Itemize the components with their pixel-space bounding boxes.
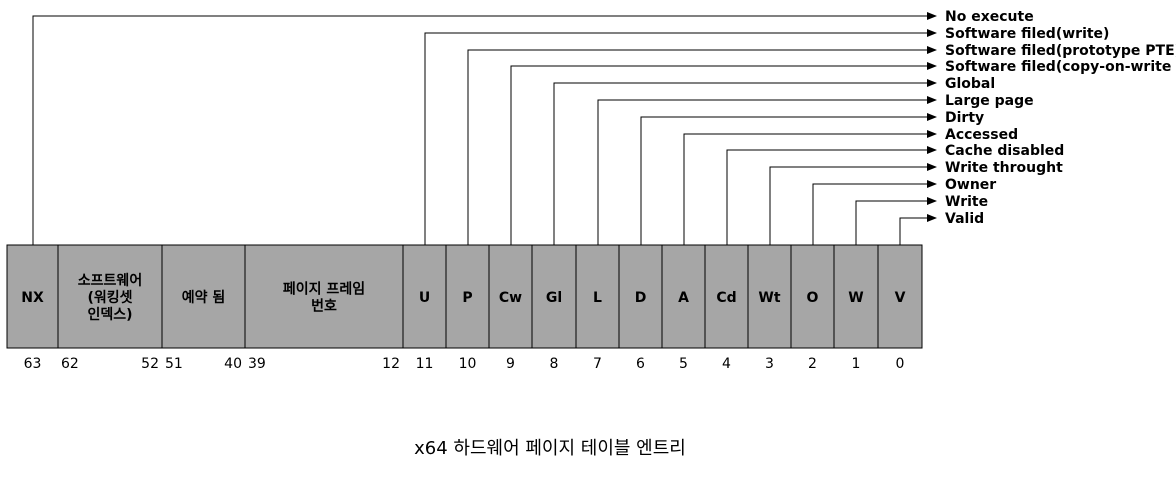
leader-line bbox=[467, 46, 937, 245]
bit-meaning-label: Valid bbox=[945, 211, 984, 227]
bit-number-low: 40 bbox=[224, 356, 242, 372]
field-cell bbox=[618, 244, 663, 349]
leader-line bbox=[855, 197, 937, 245]
field-label: L bbox=[593, 290, 602, 306]
bit-number-high: 51 bbox=[165, 356, 183, 372]
bit-meaning-label: Cache disabled bbox=[945, 143, 1064, 159]
field-cell bbox=[877, 244, 923, 349]
bit-meaning-label: No execute bbox=[945, 9, 1034, 25]
field-cell bbox=[402, 244, 447, 349]
bit-meaning-label: Software filed(copy-on-write bbox=[945, 59, 1171, 75]
bit-number: 7 bbox=[593, 356, 602, 372]
field-cell bbox=[531, 244, 577, 349]
bit-meaning-label: Write throught bbox=[945, 160, 1063, 176]
leader-line bbox=[769, 163, 937, 245]
leader-line bbox=[32, 12, 937, 245]
bit-meaning-label: Accessed bbox=[945, 127, 1018, 143]
field-label: 인덱스) bbox=[87, 306, 132, 323]
leader-line bbox=[640, 113, 937, 245]
bit-meaning-label: Software filed(prototype PTE) bbox=[945, 43, 1176, 59]
field-label: D bbox=[635, 290, 647, 306]
field-cell bbox=[57, 244, 163, 349]
field-label: V bbox=[895, 290, 906, 306]
leader-line bbox=[424, 29, 937, 245]
bit-number: 3 bbox=[765, 356, 774, 372]
field-label: O bbox=[807, 290, 819, 306]
leader-line bbox=[597, 96, 937, 245]
bit-number: 0 bbox=[896, 356, 905, 372]
bit-number: 63 bbox=[24, 356, 42, 372]
diagram-caption: x64 하드웨어 페이지 테이블 엔트리 bbox=[414, 438, 686, 459]
bit-meaning-label: Software filed(write) bbox=[945, 26, 1109, 42]
field-cell bbox=[6, 244, 59, 349]
field-label: 소프트웨어 bbox=[78, 272, 142, 289]
field-label: Gl bbox=[546, 290, 562, 306]
field-cell bbox=[575, 244, 620, 349]
field-label: 예약 됨 bbox=[182, 289, 226, 306]
leader-line bbox=[510, 62, 937, 245]
bit-number: 1 bbox=[852, 356, 861, 372]
field-label: 번호 bbox=[311, 299, 337, 315]
bit-number: 9 bbox=[506, 356, 515, 372]
field-cell bbox=[488, 244, 533, 349]
bit-number: 11 bbox=[416, 356, 434, 372]
field-label: NX bbox=[21, 290, 44, 306]
bit-meaning-label: Owner bbox=[945, 177, 996, 193]
bit-number: 6 bbox=[636, 356, 645, 372]
bit-meaning-label: Global bbox=[945, 76, 995, 92]
bit-meaning-label: Large page bbox=[945, 93, 1034, 109]
field-label: 페이지 프레임 bbox=[283, 281, 365, 298]
bit-meaning-label: Dirty bbox=[945, 110, 984, 126]
field-label: U bbox=[419, 290, 430, 306]
bit-number-high: 62 bbox=[61, 356, 79, 372]
bit-number-high: 39 bbox=[248, 356, 266, 372]
bit-number: 10 bbox=[459, 356, 477, 372]
field-label: (워킹셋 bbox=[87, 289, 132, 306]
bit-number: 8 bbox=[550, 356, 559, 372]
field-cell bbox=[704, 244, 749, 349]
bit-number-low: 12 bbox=[382, 356, 400, 372]
field-label: Cw bbox=[499, 290, 522, 306]
bit-meaning-label: Write bbox=[945, 194, 988, 210]
field-label: P bbox=[462, 290, 472, 306]
leader-line bbox=[726, 146, 937, 245]
bit-number: 2 bbox=[808, 356, 817, 372]
leader-line bbox=[683, 130, 937, 245]
leader-line bbox=[553, 79, 937, 245]
field-cell bbox=[747, 244, 792, 349]
leader-line bbox=[899, 214, 937, 245]
field-label: W bbox=[848, 290, 863, 306]
field-label: Wt bbox=[758, 290, 780, 306]
field-label: Cd bbox=[716, 290, 736, 306]
bit-number: 4 bbox=[722, 356, 731, 372]
bit-number-low: 52 bbox=[141, 356, 159, 372]
field-cell bbox=[445, 244, 490, 349]
field-label: A bbox=[678, 290, 689, 306]
field-cell bbox=[161, 244, 246, 349]
bit-number: 5 bbox=[679, 356, 688, 372]
field-cell bbox=[244, 244, 404, 349]
leader-line bbox=[812, 180, 937, 245]
